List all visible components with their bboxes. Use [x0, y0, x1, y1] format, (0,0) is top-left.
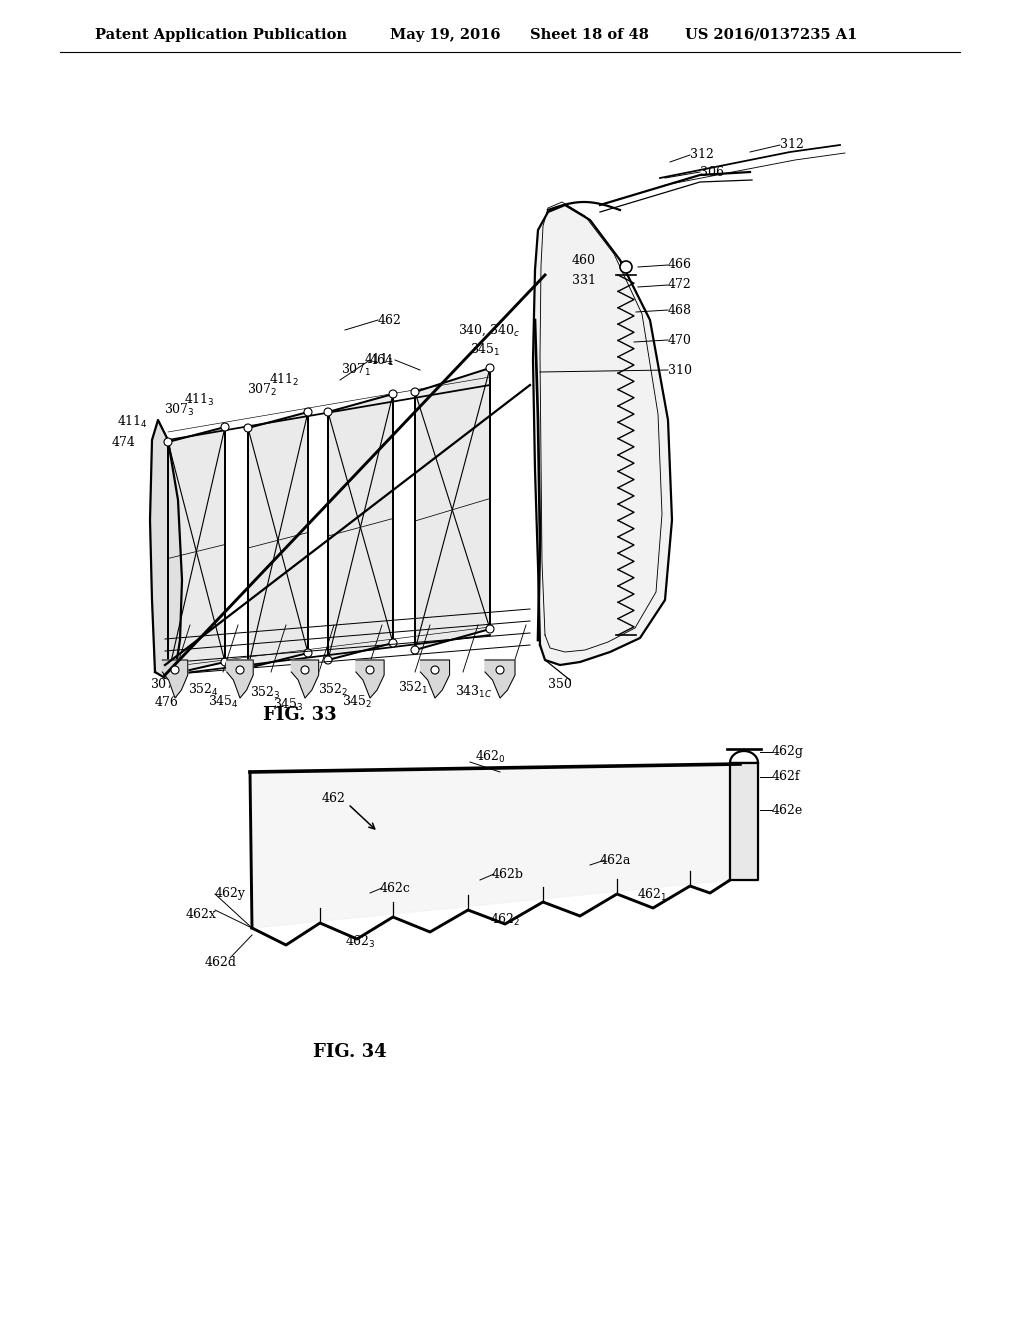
Text: May 19, 2016: May 19, 2016 [390, 28, 501, 42]
Text: 350: 350 [548, 678, 571, 692]
Text: 462$_3$: 462$_3$ [345, 935, 376, 950]
Polygon shape [150, 420, 182, 678]
Text: 462x: 462x [186, 908, 217, 920]
Circle shape [324, 408, 332, 416]
Circle shape [244, 664, 252, 672]
Text: 340, 340$_c$: 340, 340$_c$ [458, 322, 520, 338]
Text: 460: 460 [572, 253, 596, 267]
Circle shape [324, 656, 332, 664]
Circle shape [496, 667, 504, 675]
Circle shape [221, 657, 229, 667]
Text: 352$_1$: 352$_1$ [398, 680, 429, 696]
Text: 462g: 462g [772, 746, 804, 759]
Circle shape [221, 422, 229, 432]
Text: 345$_4$: 345$_4$ [208, 694, 239, 710]
Text: 462d: 462d [205, 956, 237, 969]
Text: 462: 462 [322, 792, 346, 804]
Text: 345$_2$: 345$_2$ [342, 694, 373, 710]
Text: 343$_{1C}$: 343$_{1C}$ [455, 684, 493, 700]
Text: 312: 312 [690, 149, 714, 161]
Text: 345$_1$: 345$_1$ [470, 342, 501, 358]
Circle shape [366, 667, 374, 675]
Polygon shape [292, 660, 318, 698]
Text: 462e: 462e [772, 804, 803, 817]
Circle shape [304, 649, 312, 657]
Polygon shape [328, 393, 393, 660]
Text: 462: 462 [378, 314, 401, 326]
Text: 307$_4$: 307$_4$ [150, 677, 181, 693]
Text: 411$_4$: 411$_4$ [117, 414, 148, 430]
Text: 462f: 462f [772, 771, 801, 784]
Text: 462$_0$: 462$_0$ [475, 748, 506, 766]
Polygon shape [534, 205, 672, 665]
Text: 307$_2$: 307$_2$ [248, 381, 278, 399]
Text: Sheet 18 of 48: Sheet 18 of 48 [530, 28, 649, 42]
Text: 476: 476 [155, 696, 179, 709]
Text: 411$_3$: 411$_3$ [184, 392, 215, 408]
Text: 411$_2$: 411$_2$ [269, 372, 300, 388]
Circle shape [304, 408, 312, 416]
Text: 306: 306 [700, 165, 724, 178]
Text: 462a: 462a [600, 854, 632, 866]
Text: 468: 468 [668, 304, 692, 317]
Circle shape [236, 667, 244, 675]
Circle shape [486, 624, 494, 634]
Polygon shape [248, 412, 308, 668]
Text: 470: 470 [668, 334, 692, 346]
Circle shape [486, 364, 494, 372]
Text: FIG. 34: FIG. 34 [313, 1043, 387, 1061]
Text: 307$_1$: 307$_1$ [341, 362, 372, 378]
Text: 462$_2$: 462$_2$ [490, 912, 520, 928]
Circle shape [389, 639, 397, 647]
Text: 411$_1$: 411$_1$ [365, 352, 395, 368]
Text: 352$_3$: 352$_3$ [250, 685, 281, 701]
Text: US 2016/0137235 A1: US 2016/0137235 A1 [685, 28, 857, 42]
Text: 310: 310 [668, 363, 692, 376]
Circle shape [244, 424, 252, 432]
Text: 464: 464 [370, 354, 394, 367]
Text: 331: 331 [572, 273, 596, 286]
Circle shape [411, 388, 419, 396]
Text: 472: 472 [668, 279, 692, 292]
Polygon shape [730, 763, 758, 880]
Polygon shape [421, 660, 450, 698]
Circle shape [164, 671, 172, 678]
Polygon shape [356, 660, 384, 698]
Text: 462y: 462y [215, 887, 246, 900]
Text: 352$_4$: 352$_4$ [188, 682, 219, 698]
Polygon shape [415, 368, 490, 649]
Polygon shape [162, 660, 187, 698]
Polygon shape [250, 763, 740, 928]
Circle shape [620, 261, 632, 273]
Text: 462c: 462c [380, 882, 411, 895]
Text: 312: 312 [780, 139, 804, 152]
Text: 474: 474 [112, 436, 135, 449]
Text: 462b: 462b [492, 867, 524, 880]
Polygon shape [226, 660, 253, 698]
Text: 345$_3$: 345$_3$ [273, 697, 304, 713]
Text: 462$_1$: 462$_1$ [637, 887, 668, 903]
Circle shape [411, 645, 419, 653]
Text: 466: 466 [668, 259, 692, 272]
Circle shape [164, 438, 172, 446]
Circle shape [431, 667, 439, 675]
Circle shape [171, 667, 179, 675]
Text: 352$_2$: 352$_2$ [318, 682, 348, 698]
Polygon shape [485, 660, 515, 698]
Circle shape [389, 389, 397, 399]
Polygon shape [168, 426, 225, 675]
Text: FIG. 33: FIG. 33 [263, 706, 337, 723]
Text: Patent Application Publication: Patent Application Publication [95, 28, 347, 42]
Text: 307$_3$: 307$_3$ [164, 403, 195, 418]
Circle shape [301, 667, 309, 675]
